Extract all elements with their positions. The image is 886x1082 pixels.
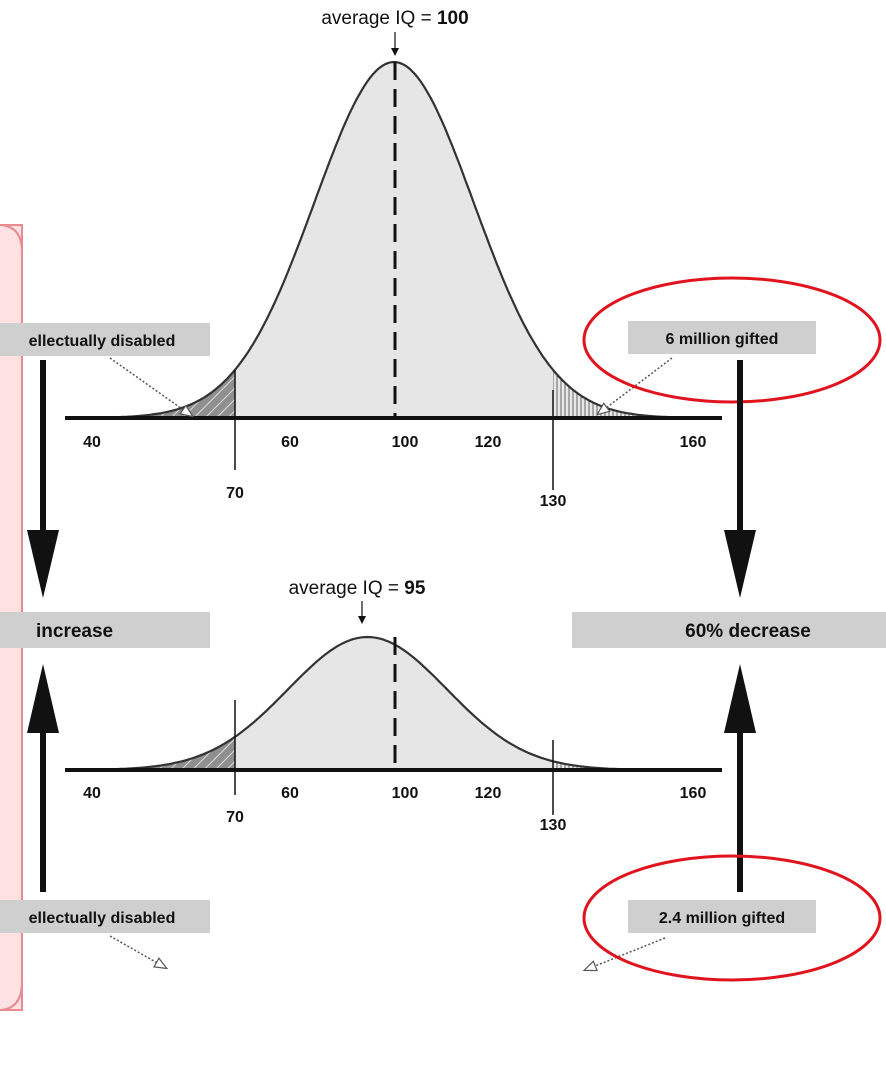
top-mean-pointer-head (391, 48, 399, 56)
bottom-mean-label: average IQ = 95 (289, 578, 426, 599)
middle-section: increase 60% decrease (0, 360, 886, 892)
bottom-distribution: average IQ = 95 40 60 100 120 160 70 130… (0, 578, 882, 982)
top-disabled-label: ellectually disabled (29, 333, 176, 350)
bottom-right-tail (553, 761, 644, 770)
top-gifted-label-box (628, 321, 816, 354)
increase-label-box (0, 612, 210, 648)
bottom-left-tail (118, 736, 235, 770)
bottom-gifted-label-box (628, 900, 816, 933)
top-gifted-callout (598, 357, 673, 414)
top-mean-label: average IQ = 100 (321, 8, 468, 29)
decrease-label-box (572, 612, 886, 648)
left-up-arrow-head (27, 664, 59, 733)
tick-label-70: 70 (226, 809, 244, 826)
top-tick-labels: 40 60 100 120 160 70 130 (83, 434, 706, 510)
right-up-arrow-head (724, 664, 756, 733)
top-curve (118, 60, 675, 419)
tick-label-120: 120 (475, 785, 502, 802)
bottom-gifted-highlight-ellipse (582, 854, 882, 982)
tick-label-160: 160 (680, 785, 707, 802)
tick-label-100: 100 (392, 785, 419, 802)
left-down-arrow-head (27, 530, 59, 598)
bottom-disabled-callout (109, 935, 166, 968)
top-left-tail (118, 369, 235, 418)
top-curve-fill (118, 62, 675, 418)
tick-label-100: 100 (392, 434, 419, 451)
tick-label-40: 40 (83, 434, 101, 451)
bottom-disabled-label: ellectually disabled (29, 910, 176, 927)
top-gifted-label: 6 million gifted (666, 331, 779, 348)
top-gifted-highlight-ellipse (582, 276, 882, 404)
bottom-disabled-label-box (0, 900, 210, 933)
tick-label-60: 60 (281, 434, 299, 451)
tick-label-60: 60 (281, 785, 299, 802)
tick-label-70: 70 (226, 485, 244, 502)
bottom-tick-labels: 40 60 100 120 160 70 130 (83, 785, 706, 834)
tick-label-120: 120 (475, 434, 502, 451)
bottom-curve-fill (118, 637, 644, 770)
bottom-curve (118, 635, 644, 771)
top-distribution: average IQ = 100 40 60 100 120 160 70 13… (0, 8, 882, 510)
tick-label-130: 130 (540, 817, 567, 834)
right-down-arrow-head (724, 530, 756, 598)
tick-label-40: 40 (83, 785, 101, 802)
decrease-label: 60% decrease (685, 621, 811, 642)
top-disabled-label-box (0, 323, 210, 356)
top-right-tail (553, 369, 675, 418)
increase-label: increase (36, 621, 113, 642)
tick-label-160: 160 (680, 434, 707, 451)
bottom-mean-pointer-head (358, 616, 366, 624)
tick-label-130: 130 (540, 493, 567, 510)
bottom-gifted-label: 2.4 million gifted (659, 910, 785, 927)
top-disabled-callout (109, 357, 192, 416)
